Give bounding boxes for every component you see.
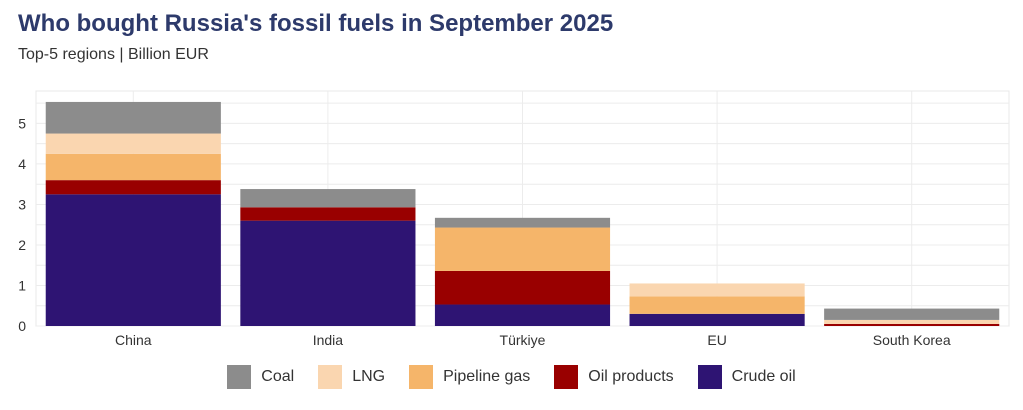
bar-segment-coal bbox=[240, 189, 416, 208]
bar-segment-pipeline-gas bbox=[434, 227, 611, 271]
bar-segment-pipeline-gas bbox=[45, 153, 221, 181]
y-tick-label: 5 bbox=[18, 115, 26, 131]
legend-label-oil-products: Oil products bbox=[588, 368, 674, 385]
bar-segment-crude-oil bbox=[45, 194, 221, 326]
x-tick-label: China bbox=[115, 332, 152, 348]
legend-label-pipeline-gas: Pipeline gas bbox=[443, 368, 531, 385]
bar-segment-oil-products bbox=[240, 207, 416, 221]
x-tick-label: India bbox=[313, 332, 344, 348]
bar-segment-crude-oil bbox=[434, 304, 611, 326]
legend-label-lng: LNG bbox=[352, 368, 386, 385]
y-tick-label: 0 bbox=[18, 318, 26, 334]
bar-segment-coal bbox=[824, 308, 1000, 320]
bar-segment-coal bbox=[45, 101, 221, 134]
legend-swatch-oil-products bbox=[554, 365, 579, 389]
bar-segment-oil-products bbox=[824, 323, 1000, 326]
y-tick-label: 2 bbox=[18, 237, 26, 253]
legend-label-coal: Coal bbox=[261, 368, 295, 385]
bar-segment-lng bbox=[824, 319, 1000, 324]
bar-segment-oil-products bbox=[45, 180, 221, 195]
bar-segment-lng bbox=[45, 133, 221, 154]
legend-item-coal: Coal bbox=[227, 365, 294, 389]
bar-segment-lng bbox=[629, 283, 805, 297]
legend-swatch-coal bbox=[227, 365, 252, 389]
stacked-bar-chart: 0 1 2 3 4 5 China India Türkiye EU South Korea bbox=[18, 90, 1010, 348]
bar-segment-crude-oil bbox=[240, 220, 416, 326]
legend-item-pipeline-gas: Pipeline gas bbox=[409, 365, 530, 389]
legend-swatch-crude-oil bbox=[697, 365, 722, 389]
y-tick-label: 1 bbox=[18, 277, 26, 293]
bar-segment-coal bbox=[434, 217, 611, 228]
legend-label-crude-oil: Crude oil bbox=[731, 368, 796, 385]
chart-title: Who bought Russia's fossil fuels in Sept… bbox=[18, 10, 614, 37]
bar-segment-oil-products bbox=[434, 270, 611, 305]
y-tick-label: 3 bbox=[18, 196, 26, 212]
legend-swatch-pipeline-gas bbox=[409, 365, 434, 389]
legend-item-lng: LNG bbox=[318, 365, 385, 389]
legend-item-oil-products: Oil products bbox=[554, 365, 674, 389]
x-tick-label: EU bbox=[707, 332, 726, 348]
legend-item-crude-oil: Crude oil bbox=[697, 365, 796, 389]
y-tick-label: 4 bbox=[18, 156, 26, 172]
bar-segment-pipeline-gas bbox=[629, 296, 805, 314]
x-tick-label: Türkiye bbox=[500, 332, 546, 348]
legend-swatch-lng bbox=[318, 365, 343, 389]
bar-segment-crude-oil bbox=[629, 313, 805, 326]
chart-subtitle: Top-5 regions | Billion EUR bbox=[18, 46, 209, 63]
chart-legend: Coal LNG Pipeline gas Oil products Crude… bbox=[0, 365, 1023, 389]
x-tick-label: South Korea bbox=[873, 332, 951, 348]
